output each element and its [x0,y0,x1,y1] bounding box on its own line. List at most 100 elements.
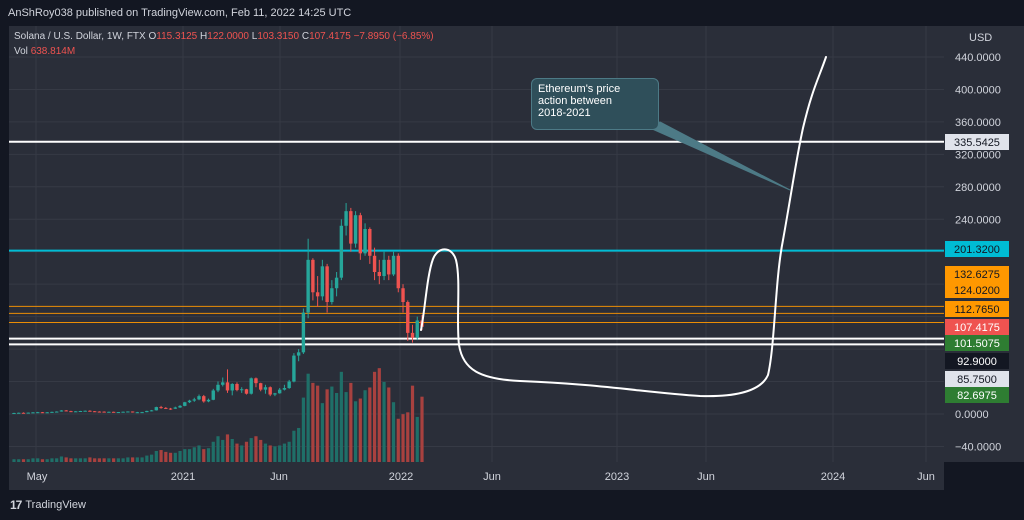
candle-body [244,389,249,394]
publisher-text: AnShRoy038 published on TradingView.com,… [8,7,352,19]
volume-bar [278,445,282,462]
low-value: 103.3150 [257,31,300,42]
volume-bar [406,412,410,462]
volume-bar [164,451,168,462]
volume-bar [335,393,339,462]
volume-bar [420,396,424,462]
chart-area[interactable] [9,26,944,462]
candle-body [277,389,282,394]
price-tick-label: 320.0000 [955,149,1001,161]
volume-bar [316,385,320,462]
candle-body [211,390,215,400]
candle-body [334,277,339,289]
candle-body [377,272,382,277]
volume-bar [154,450,158,462]
price-badge-label: 85.7500 [957,374,997,386]
candle-body [202,396,206,402]
time-tick-label: Jun [917,471,935,483]
candle-body [140,412,144,414]
candle-body [296,352,301,356]
candle-body [73,411,78,413]
candle-body [263,387,268,390]
candle-body [149,410,154,412]
tradingview-logo[interactable]: 17 TradingView [10,498,86,512]
volume-bar [230,439,234,462]
time-tick-label: 2021 [171,471,195,483]
volume-bar [344,392,348,462]
volume-bar [40,459,45,462]
candle-body [21,412,26,414]
candle-body [64,410,68,412]
volume-bar [116,458,120,462]
candle-body [135,412,140,414]
time-ticks: May 2021 Jun 2022 Jun 2023 Jun 2024 Jun [27,471,935,483]
volume-bar [21,459,26,462]
volume-bar [107,458,111,462]
volume-bar [254,436,258,462]
price-tick-label: 400.0000 [955,84,1001,96]
candle-body [111,411,116,413]
candle-body [396,255,400,289]
candle-body [59,410,64,412]
time-tick-label: Jun [270,471,288,483]
volume-bar [263,443,268,462]
volume-bar [97,458,101,462]
volume-bar [197,445,201,462]
candle-body [36,412,40,414]
price-badges: 335.5425 201.3200 132.6275 124.0200 112.7650… [945,134,1009,403]
price-badge [945,282,1009,298]
volume-legend: Vol 638.814M [14,46,75,57]
price-tick-label: 240.0000 [955,214,1001,226]
callout-pointer [648,121,791,191]
volume-bar [31,458,35,462]
candle-body [311,259,315,293]
volume-bar [78,458,83,462]
volume-bar [297,427,301,462]
candle-body [216,384,220,391]
volume-bar [349,382,353,462]
candle-body [173,407,178,409]
close-label: C [301,31,310,42]
candle-body [315,292,320,297]
candle-body [320,266,325,297]
candle-body [187,400,192,403]
volume-bar [64,457,68,462]
volume-bar [320,403,324,462]
volume-bar [415,416,419,462]
callout-annotation[interactable]: Ethereum's price action between 2018-202… [531,78,659,130]
volume-bar [59,456,64,462]
price-badge-label: 82.6975 [957,390,997,402]
candle-body [372,255,377,273]
price-badge [945,371,1009,387]
candle-body [178,405,182,408]
candle-body [391,255,396,275]
candle-body [221,382,225,385]
candle-body [102,411,106,413]
price-badge-label: 101.5075 [954,338,1000,350]
volume-bar [192,447,196,462]
volume-bar [183,449,187,462]
candle-body [168,408,173,410]
candle-body [410,332,415,338]
candle-body [363,229,367,254]
price-badge-label: 124.0200 [954,285,1000,297]
price-badge-label: 92.9000 [957,356,997,368]
volume-bar [358,398,362,462]
volume-bar [149,454,154,462]
candle-body [240,389,244,391]
volume-bar [249,438,253,462]
time-tick-label: 2022 [389,471,413,483]
candle-body [344,211,348,226]
footer-bar: 17 TradingView [0,490,1024,520]
horizontal-levels [9,140,944,346]
volume-bar [26,459,30,462]
volume-bar [17,459,21,462]
price-ticks: 440.0000 400.0000 360.0000 320.0000 280.0000… [955,52,1001,453]
volume-bar [240,445,244,462]
time-axis[interactable] [9,462,944,490]
volume-label: Vol [14,46,28,57]
candle-body [159,407,163,409]
candle-body [69,411,73,413]
candle-body [225,382,230,391]
